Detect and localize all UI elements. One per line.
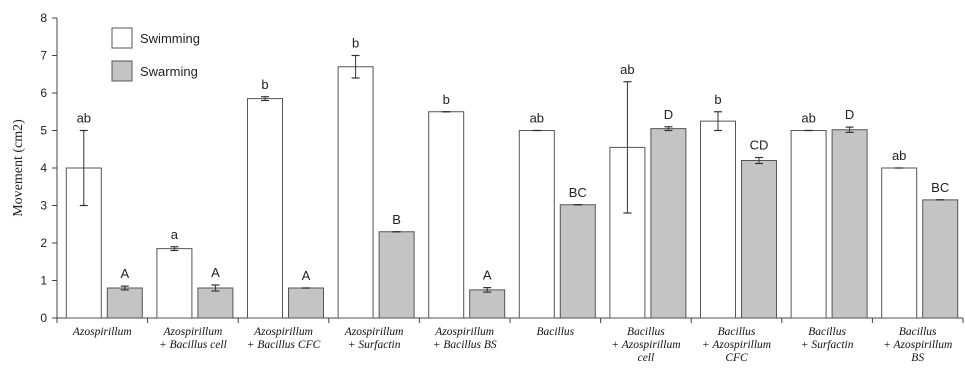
- y-tick-label: 8: [40, 11, 47, 25]
- y-tick-label: 7: [40, 49, 47, 63]
- x-category-label-line: + Bacillus cell: [159, 339, 227, 351]
- x-category-label-line: Bacillus: [627, 326, 665, 338]
- significance-label: b: [443, 92, 450, 107]
- error-bars: [79, 54, 945, 293]
- x-axis: [56, 317, 964, 323]
- x-category-label-line: Azospirillum: [434, 326, 494, 338]
- legend-swatch-swimming: [111, 27, 133, 49]
- bar-swarming-8: [831, 129, 868, 319]
- significance-label: A: [120, 266, 129, 281]
- x-category-label-line: Azospirillum: [72, 326, 132, 338]
- x-category-label-line: Bacillus: [808, 326, 846, 338]
- bar-swarming-2: [288, 287, 324, 319]
- y-tick-label: 2: [40, 236, 47, 250]
- bar-swarming-4: [469, 289, 506, 319]
- bars: [65, 66, 959, 319]
- bar-swimming-3: [337, 66, 374, 319]
- y-tick-label: 0: [40, 311, 47, 325]
- x-category-label: Bacillus + Azospirillum cell: [611, 326, 680, 364]
- x-category-label-line: + Azospirillum: [611, 339, 680, 351]
- x-category-label-line: + Bacillus CFC: [247, 339, 321, 351]
- bar-swarming-3: [378, 231, 415, 319]
- significance-label: ab: [530, 111, 544, 126]
- significance-label: D: [845, 107, 854, 122]
- x-category-label: Azospirillum: [72, 326, 132, 338]
- bar-swimming-8: [790, 130, 827, 319]
- bar-swimming-1: [156, 248, 193, 319]
- x-category-label-line: + Surfactin: [801, 339, 854, 351]
- significance-label: A: [302, 268, 311, 283]
- significance-label: A: [483, 268, 492, 283]
- significance-label: BC: [569, 185, 587, 200]
- significance-labels: ab Aa Ab Ab Bb Aab BC ab Db CD ab Dab BC: [77, 36, 950, 284]
- y-axis-title: Movement (cm2): [11, 119, 26, 217]
- x-category-label-line: CFC: [725, 352, 748, 364]
- category-labels: Azospirillum Azospirillum + Bacillus cellA…: [72, 326, 952, 364]
- significance-label: B: [392, 212, 401, 227]
- x-category-label: Bacillus + Azospirillum BS: [883, 326, 952, 364]
- x-category-label: Azospirillum + Bacillus BS: [433, 326, 497, 351]
- bar-swimming-9: [881, 167, 918, 319]
- significance-label: b: [714, 92, 721, 107]
- legend-label-swimming: Swimming: [140, 31, 200, 46]
- x-category-label-line: + Azospirillum: [883, 339, 952, 351]
- bar-swimming-7: [700, 120, 736, 319]
- significance-label: CD: [750, 138, 769, 153]
- bar-swarming-9: [922, 199, 959, 319]
- x-category-label: Bacillus: [536, 326, 574, 338]
- x-category-label-line: Bacillus: [899, 326, 937, 338]
- x-category-label-line: Azospirillum: [253, 326, 313, 338]
- x-category-label-line: + Surfactin: [348, 339, 401, 351]
- bar-swarming-1: [197, 287, 234, 319]
- x-category-label-line: + Azospirillum: [702, 339, 771, 351]
- x-category-label: Azospirillum + Bacillus cell: [159, 326, 227, 351]
- bar-swimming-5: [518, 130, 555, 319]
- significance-label: BC: [931, 180, 949, 195]
- significance-label: ab: [77, 111, 91, 126]
- x-category-label-line: BS: [911, 352, 924, 364]
- y-axis: 0 1 2 3 4 5 6 7 8: [40, 11, 58, 325]
- bar-swarming-5: [559, 204, 596, 319]
- y-tick-label: 4: [40, 161, 47, 175]
- y-tick-label: 1: [40, 274, 47, 288]
- x-category-label-line: Azospirillum: [163, 326, 223, 338]
- legend-label-swarming: Swarming: [140, 64, 198, 79]
- x-category-label-line: + Bacillus BS: [433, 339, 497, 351]
- bar-swimming-4: [428, 111, 465, 319]
- x-category-label: Bacillus + Azospirillum CFC: [702, 326, 771, 364]
- significance-label: b: [352, 36, 359, 51]
- x-category-label: Azospirillum + Surfactin: [344, 326, 404, 351]
- x-category-label-line: Azospirillum: [344, 326, 404, 338]
- bar-swarming-0: [106, 287, 143, 319]
- significance-label: b: [261, 77, 268, 92]
- y-tick-label: 3: [40, 199, 47, 213]
- x-category-label-line: Bacillus: [718, 326, 756, 338]
- x-category-label-line: Bacillus: [536, 326, 574, 338]
- legend: Swimming Swarming: [111, 27, 200, 82]
- bar-swarming-6: [650, 128, 687, 319]
- significance-label: ab: [892, 148, 906, 163]
- bar-swarming-7: [741, 160, 777, 319]
- significance-label: a: [171, 227, 179, 242]
- legend-swatch-swarming: [111, 60, 133, 82]
- y-tick-label: 6: [40, 86, 47, 100]
- significance-label: ab: [801, 111, 815, 126]
- x-category-label: Azospirillum + Bacillus CFC: [247, 326, 321, 351]
- x-category-label: Bacillus + Surfactin: [801, 326, 854, 351]
- significance-label: D: [664, 107, 673, 122]
- bar-swimming-2: [247, 98, 283, 319]
- y-tick-label: 5: [40, 124, 47, 138]
- significance-label: ab: [620, 62, 634, 77]
- x-category-label-line: cell: [638, 352, 655, 364]
- significance-label: A: [211, 265, 220, 280]
